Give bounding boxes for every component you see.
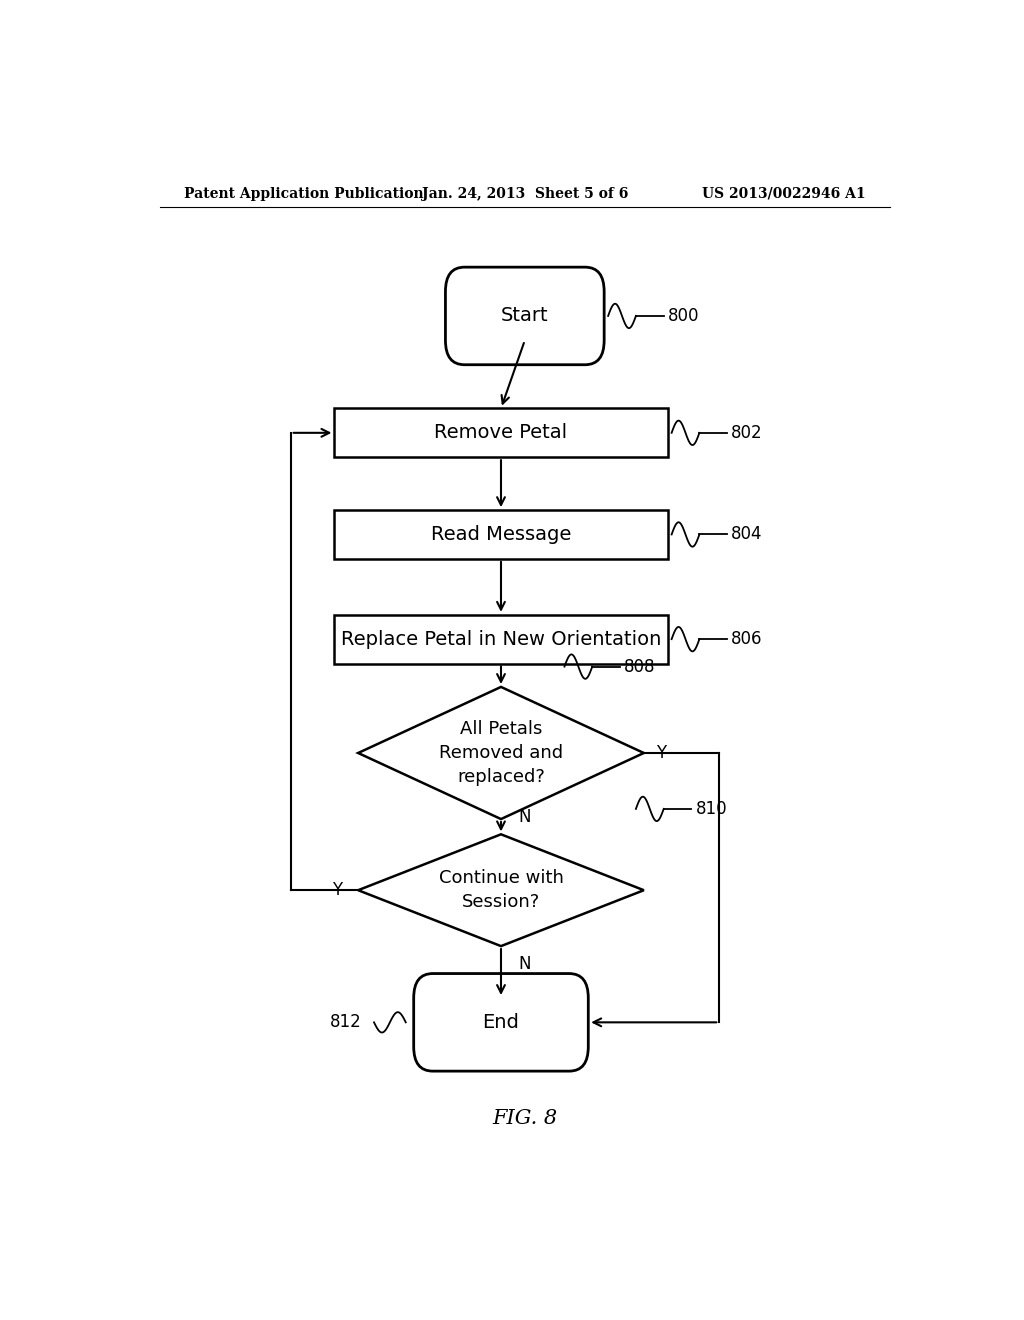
Text: Start: Start [501,306,549,326]
FancyBboxPatch shape [414,974,588,1071]
Text: 804: 804 [731,525,763,544]
Text: Patent Application Publication: Patent Application Publication [183,187,423,201]
Text: US 2013/0022946 A1: US 2013/0022946 A1 [702,187,866,201]
Text: N: N [518,808,531,825]
Text: Continue with
Session?: Continue with Session? [438,870,563,911]
Text: Jan. 24, 2013  Sheet 5 of 6: Jan. 24, 2013 Sheet 5 of 6 [422,187,628,201]
Text: Y: Y [332,882,342,899]
Text: All Petals
Removed and
replaced?: All Petals Removed and replaced? [439,721,563,785]
Text: 802: 802 [731,424,763,442]
Text: 808: 808 [624,657,655,676]
Bar [334,408,668,457]
Polygon shape [358,834,644,946]
Text: 812: 812 [331,1014,362,1031]
Text: Remove Petal: Remove Petal [434,424,567,442]
FancyBboxPatch shape [445,267,604,364]
Bar [334,615,668,664]
Text: Replace Petal in New Orientation: Replace Petal in New Orientation [341,630,662,648]
Text: 810: 810 [695,800,727,818]
Text: 806: 806 [731,630,763,648]
Text: FIG. 8: FIG. 8 [493,1109,557,1129]
Bar [334,510,668,558]
Text: 800: 800 [668,308,699,325]
Text: Read Message: Read Message [431,525,571,544]
Polygon shape [358,686,644,818]
Text: N: N [518,954,531,973]
Text: Y: Y [655,744,666,762]
Text: End: End [482,1012,519,1032]
